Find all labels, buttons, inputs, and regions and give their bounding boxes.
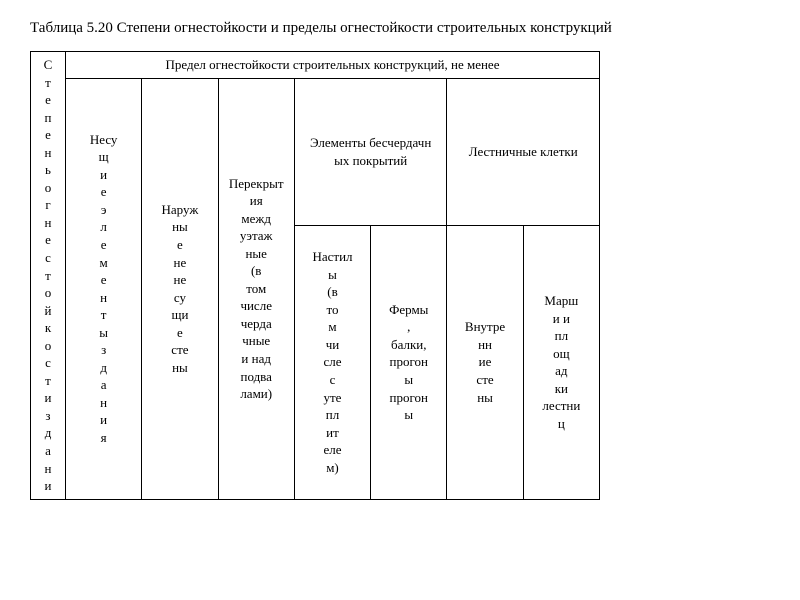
col-stair-flights: Марши иплощадкилестниц [523, 225, 599, 499]
group-roof: Элементы бесчердачных покрытий [294, 78, 447, 225]
col-trusses: Фермы,балки,прогоныпрогоны [371, 225, 447, 499]
fire-resistance-table: Степеньогнестойкостиздани Предел огнесто… [30, 51, 600, 500]
header-top: Предел огнестойкости строительных констр… [66, 52, 600, 79]
col-bearing: Несущиеэлементыздания [66, 78, 142, 499]
col-decking: Настилы(втомчислесутеплителем) [294, 225, 370, 499]
group-stairs: Лестничные клетки [447, 78, 600, 225]
col-external: Наружныененесущиестены [142, 78, 218, 499]
col-degree: Степеньогнестойкостиздани [31, 52, 66, 500]
col-inner-walls: Внутренниестены [447, 225, 523, 499]
col-floors: Перекрытиямеждуэтажные(втомчислечердачны… [218, 78, 294, 499]
table-title: Таблица 5.20 Степени огнестойкости и пре… [30, 20, 770, 37]
